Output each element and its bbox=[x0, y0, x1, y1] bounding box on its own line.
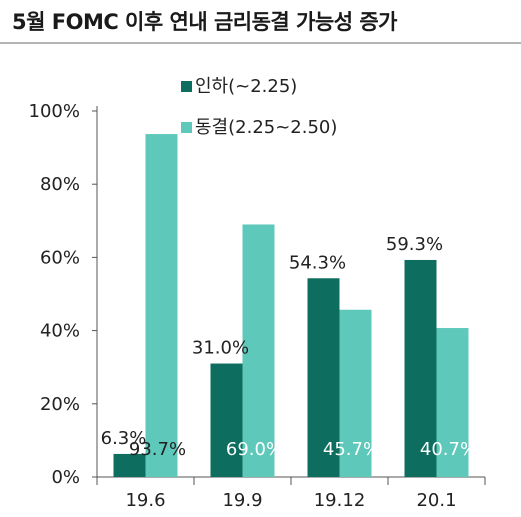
data-label-series-2: 69.0% bbox=[226, 439, 283, 460]
data-label-series-2: 40.7% bbox=[420, 439, 477, 460]
y-tick-label: 0% bbox=[51, 467, 80, 488]
bar-series-1 bbox=[404, 259, 437, 477]
bar-series-2 bbox=[242, 224, 275, 477]
y-tick-label: 40% bbox=[40, 321, 80, 342]
y-tick-label: 100% bbox=[29, 101, 80, 122]
data-label-series-1: 31.0% bbox=[192, 338, 249, 359]
legend-label-1: 인하(~2.25) bbox=[195, 76, 297, 97]
bar-series-2 bbox=[436, 328, 469, 477]
x-tick-label: 19.12 bbox=[314, 490, 366, 511]
x-tick-label: 20.1 bbox=[416, 490, 456, 511]
legend-swatch-1 bbox=[181, 81, 192, 92]
legend-label-2: 동결(2.25~2.50) bbox=[195, 117, 337, 138]
y-tick-label: 60% bbox=[40, 247, 80, 268]
legend-swatch-2 bbox=[181, 122, 192, 133]
y-tick-label: 80% bbox=[40, 174, 80, 195]
bar-series-2 bbox=[339, 309, 372, 477]
data-label-series-1: 54.3% bbox=[289, 252, 346, 273]
title-divider bbox=[0, 42, 521, 44]
bar-series-2 bbox=[145, 134, 178, 478]
bar-series-1 bbox=[307, 278, 340, 477]
x-tick-label: 19.6 bbox=[125, 490, 165, 511]
chart-title: 5월 FOMC 이후 연내 금리동결 가능성 증가 bbox=[12, 10, 397, 34]
bar-series-1 bbox=[113, 453, 146, 477]
data-label-series-1: 59.3% bbox=[386, 234, 443, 255]
data-label-series-2: 93.7% bbox=[129, 439, 186, 460]
data-label-series-2: 45.7% bbox=[323, 439, 380, 460]
bar-series-1 bbox=[210, 363, 243, 477]
y-tick-label: 20% bbox=[40, 394, 80, 415]
data-label-series-1: 6.3% bbox=[101, 428, 147, 449]
x-tick-label: 19.9 bbox=[222, 490, 262, 511]
